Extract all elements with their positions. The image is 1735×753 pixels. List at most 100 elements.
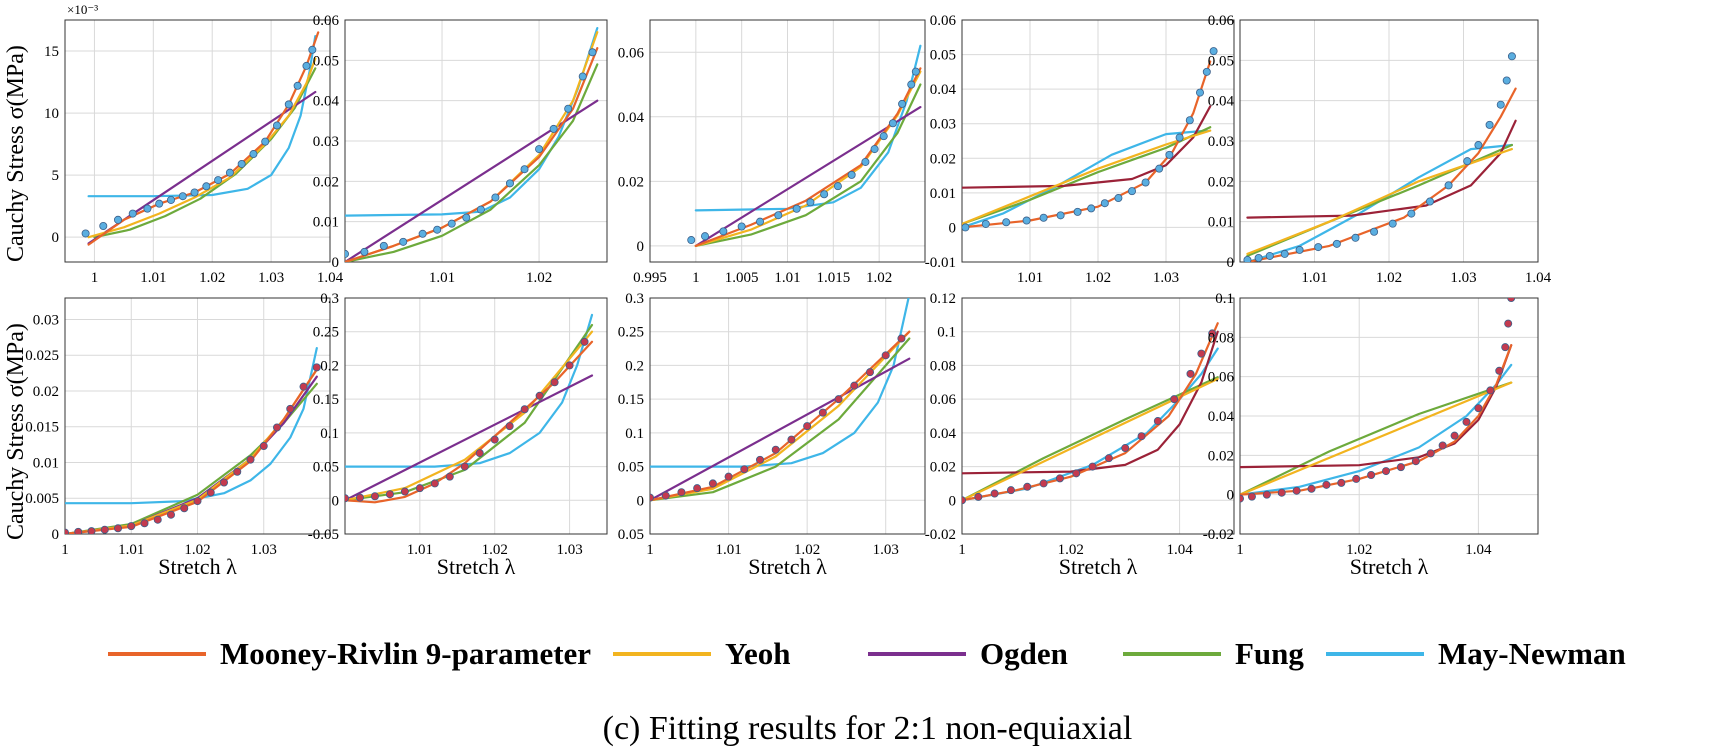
data-point [1262, 490, 1271, 499]
data-point [708, 479, 717, 488]
data-point [820, 190, 829, 199]
x-axis-label: Stretch λ [437, 554, 516, 579]
data-point [166, 195, 175, 204]
fit-line-fung [650, 337, 911, 502]
x-tick-label: 1.04 [1525, 270, 1552, 286]
data-point [87, 527, 96, 534]
data-point [724, 472, 733, 481]
x-axis-label: Stretch λ [1350, 554, 1429, 579]
y-tick-label: 0 [1227, 255, 1235, 271]
series-group [962, 47, 1218, 232]
series-group [345, 27, 599, 262]
data-point [1197, 349, 1206, 358]
data-point [834, 395, 843, 404]
y-tick-label: 0.3 [625, 291, 644, 307]
panel-row2-col3: 1 1.01 1.02 1.03 0.05 0 0.05 0.1 0.15 0.2 0.25 0.3 S… [618, 291, 926, 579]
x-axis-label: Stretch λ [158, 554, 237, 579]
panel-row1-col3: 0.995 1 1.005 1.01 1.015 1.02 0 0.02 0.04 0.06 [618, 19, 926, 286]
y-tick-label: 0.01 [1208, 215, 1234, 231]
y-tick-label: 0.06 [930, 392, 957, 408]
data-point [219, 478, 228, 487]
fit-line-yeoh [1246, 148, 1514, 255]
y-tick-label: 0.05 [1208, 53, 1234, 69]
data-point [550, 378, 559, 387]
y-tick-label: 0.2 [320, 358, 339, 374]
data-point [1292, 486, 1301, 495]
data-point [99, 222, 108, 231]
data-point [193, 497, 202, 506]
x-tick-label: 1.02 [1058, 542, 1084, 558]
data-point [1277, 488, 1286, 497]
data-point [476, 205, 485, 214]
data-point [345, 494, 349, 503]
y-tick-label: 0.06 [618, 45, 645, 61]
data-point [1388, 219, 1397, 228]
data-point [1121, 444, 1130, 453]
x-tick-label: 1 [91, 270, 99, 286]
legend-item-ogden: Ogden [868, 636, 1068, 672]
x-tick-label: 0.995 [633, 270, 667, 286]
data-point [701, 232, 710, 241]
data-point [214, 176, 223, 185]
y-tick-label: -0.05 [308, 527, 339, 543]
series-group [650, 298, 911, 502]
y-tick-label: 5 [52, 168, 60, 184]
data-point [385, 490, 394, 499]
y-tick-label: 0 [949, 220, 957, 236]
data-point [153, 515, 162, 524]
data-point [284, 100, 293, 109]
legend-item-fung: Fung [1123, 636, 1304, 672]
data-point [981, 219, 990, 228]
data-point [803, 422, 812, 431]
data-point [1450, 431, 1459, 440]
data-point [166, 510, 175, 519]
x-tick-label: 1.03 [251, 542, 277, 558]
data-point [433, 225, 442, 234]
y-tick-label: -0.02 [1203, 527, 1234, 543]
data-point [1367, 470, 1376, 479]
data-point [202, 182, 211, 191]
data-point [898, 99, 907, 108]
y-tick-label: -0.01 [925, 255, 956, 271]
x-tick-label: 1 [61, 542, 69, 558]
data-point [1504, 319, 1513, 328]
data-point [190, 188, 199, 197]
data-point [379, 241, 388, 250]
data-point [1495, 366, 1504, 375]
x-axis-label: Stretch λ [1059, 554, 1138, 579]
data-point [687, 236, 696, 245]
y-tick-label: 0.02 [1208, 448, 1234, 464]
y-tick-label: 0.03 [930, 117, 956, 133]
data-point [881, 351, 890, 360]
y-tick-label: 0.06 [313, 13, 340, 29]
y-tick-label: 0.03 [1208, 134, 1234, 150]
y-tick-label: 0.02 [1208, 174, 1234, 190]
y-tick-label: 0.02 [930, 151, 956, 167]
data-point [535, 391, 544, 400]
data-point [312, 363, 321, 372]
series-group [687, 44, 922, 247]
data-point [491, 193, 500, 202]
data-point [806, 198, 815, 207]
data-point [1280, 249, 1289, 258]
data-point [1507, 52, 1516, 61]
data-point [1462, 417, 1471, 426]
data-point [299, 382, 308, 391]
plot-area [650, 298, 925, 534]
data-point [1295, 245, 1304, 254]
fit-line-fung [1240, 381, 1513, 496]
y-tick-label: 0.3 [320, 291, 339, 307]
data-point [1153, 417, 1162, 426]
x-tick-label: 1.02 [1085, 270, 1111, 286]
y-axis-label-top: Cauchy Stress σ(MPa) [3, 45, 29, 262]
data-point [1351, 233, 1360, 242]
data-point [1314, 243, 1323, 252]
panel-row1-col5: 1.01 1.02 1.03 1.04 0 0.01 0.02 0.03 0.04 0.05 0.0… [1208, 13, 1552, 286]
figure-caption: (c) Fitting results for 2:1 non-equiaxia… [602, 710, 1133, 747]
fit-line-mooney-rivlin-9-parameter [962, 322, 1219, 502]
legend-label-yeoh: Yeoh [725, 636, 791, 671]
data-point [1087, 204, 1096, 213]
data-point [128, 209, 137, 218]
